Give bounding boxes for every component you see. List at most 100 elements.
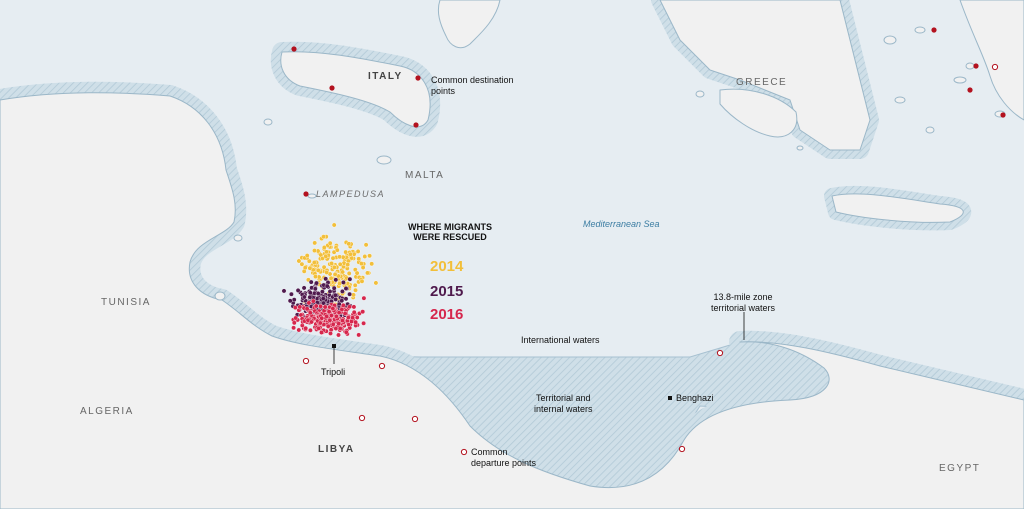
departure-note-line1: Common (471, 447, 508, 457)
departure-marker (302, 357, 310, 365)
legend-year-2016: 2016 (430, 306, 464, 323)
rescue-point-2016 (343, 329, 349, 335)
rescue-point-2014 (351, 292, 356, 298)
rescue-point-2016 (310, 298, 316, 304)
rescue-point-2014 (334, 247, 340, 253)
rescue-point-2014 (312, 240, 318, 246)
territorial-note-line2: internal waters (534, 403, 593, 414)
land-greece (659, 0, 871, 151)
land-turkey (959, 0, 1024, 121)
destination-marker (1000, 112, 1006, 118)
destination-marker (329, 85, 335, 91)
rescue-point-2015 (308, 279, 314, 285)
rescue-point-2014 (327, 240, 333, 246)
rescue-point-2014 (360, 265, 366, 270)
rescue-point-2015 (288, 291, 294, 297)
label-malta: MALTA (405, 170, 445, 181)
label-lampedusa: LAMPEDUSA (316, 189, 386, 199)
departure-marker (716, 349, 724, 357)
destination-note-line1: Common destination (431, 75, 514, 85)
rescue-point-2014 (312, 248, 317, 254)
rescue-point-2014 (369, 261, 375, 267)
rescue-point-2016 (330, 306, 336, 311)
rescue-point-2016 (361, 295, 367, 301)
rescue-point-2015 (331, 285, 337, 291)
rescue-point-2014 (332, 271, 338, 277)
rescue-point-2016 (328, 313, 334, 318)
rescue-point-2016 (351, 304, 357, 310)
rescue-point-2016 (291, 320, 297, 326)
rescue-point-2015 (320, 296, 326, 301)
benghazi-marker (668, 396, 672, 400)
rescue-point-2016 (350, 315, 355, 321)
rescue-point-2016 (333, 326, 339, 331)
rescue-point-2014 (330, 255, 336, 261)
rescue-point-2015 (281, 288, 287, 294)
land-kerkennah (233, 234, 243, 242)
rescue-point-2016 (360, 309, 366, 315)
rescue-point-2014 (337, 254, 342, 260)
label-tripoli: Tripoli (321, 367, 346, 377)
rescue-point-2014 (299, 261, 305, 267)
rescue-point-2015 (295, 287, 301, 293)
rescue-point-2016 (345, 315, 351, 320)
rescue-point-2016 (328, 330, 333, 336)
rescue-point-2015 (307, 290, 313, 296)
rescue-point-2014 (321, 234, 326, 240)
rescue-point-2014 (345, 262, 351, 267)
rescue-point-2014 (304, 253, 310, 259)
departure-marker (378, 362, 386, 370)
land-peloponnese (719, 88, 798, 138)
international-waters-label: International waters (521, 335, 600, 345)
rescue-point-2014 (340, 269, 345, 275)
land-aegean-2 (925, 126, 935, 134)
rescue-point-2016 (313, 303, 319, 309)
rescue-point-2014 (302, 265, 308, 271)
land-aegean-6 (965, 62, 975, 70)
rescue-point-2015 (333, 277, 339, 283)
rescue-point-2014 (331, 264, 337, 270)
legend-year-2015: 2015 (430, 283, 464, 300)
legend-title-line1: WHERE MIGRANTS (408, 222, 492, 232)
rescue-point-2016 (318, 303, 323, 309)
departure-marker (460, 448, 468, 456)
rescue-point-2016 (292, 305, 298, 310)
destination-note-line2: points (431, 85, 456, 96)
rescue-point-2016 (342, 311, 348, 316)
rescue-point-2015 (287, 298, 293, 304)
rescue-point-2015 (339, 288, 345, 294)
rescue-point-2016 (306, 300, 312, 306)
departure-markers (302, 63, 999, 456)
rescue-point-2016 (291, 325, 296, 331)
rescue-point-2016 (333, 313, 339, 319)
rescue-point-2014 (356, 256, 362, 262)
rescue-point-2015 (291, 297, 297, 303)
rescue-point-2014 (362, 254, 368, 259)
rescue-point-2016 (361, 320, 366, 326)
rescue-point-2014 (365, 270, 370, 276)
rescue-point-2016 (336, 332, 341, 338)
rescue-point-2014 (328, 275, 334, 281)
zone-note-line2: territorial waters (711, 302, 776, 313)
rescue-point-2016 (326, 309, 332, 315)
rescue-point-2016 (356, 332, 362, 338)
rescue-point-2015 (339, 298, 345, 304)
rescue-point-2016 (346, 322, 352, 327)
rescue-point-2015 (301, 285, 307, 291)
rescue-point-2014 (355, 248, 361, 254)
label-italy: ITALY (368, 71, 403, 82)
destination-marker (413, 122, 419, 128)
rescue-point-2014 (307, 265, 313, 271)
rescue-point-2015 (323, 276, 329, 282)
rescue-point-2014 (346, 270, 352, 276)
rescue-point-2014 (354, 270, 360, 276)
legend-title: WHERE MIGRANTS WERE RESCUED (408, 222, 492, 243)
rescue-point-2014 (323, 253, 329, 259)
rescue-point-2015 (307, 294, 313, 300)
rescue-point-2016 (322, 304, 328, 310)
land-djerba (214, 291, 226, 301)
rescue-point-2015 (347, 291, 352, 297)
rescue-point-2015 (319, 289, 325, 295)
rescue-point-2016 (325, 323, 331, 329)
